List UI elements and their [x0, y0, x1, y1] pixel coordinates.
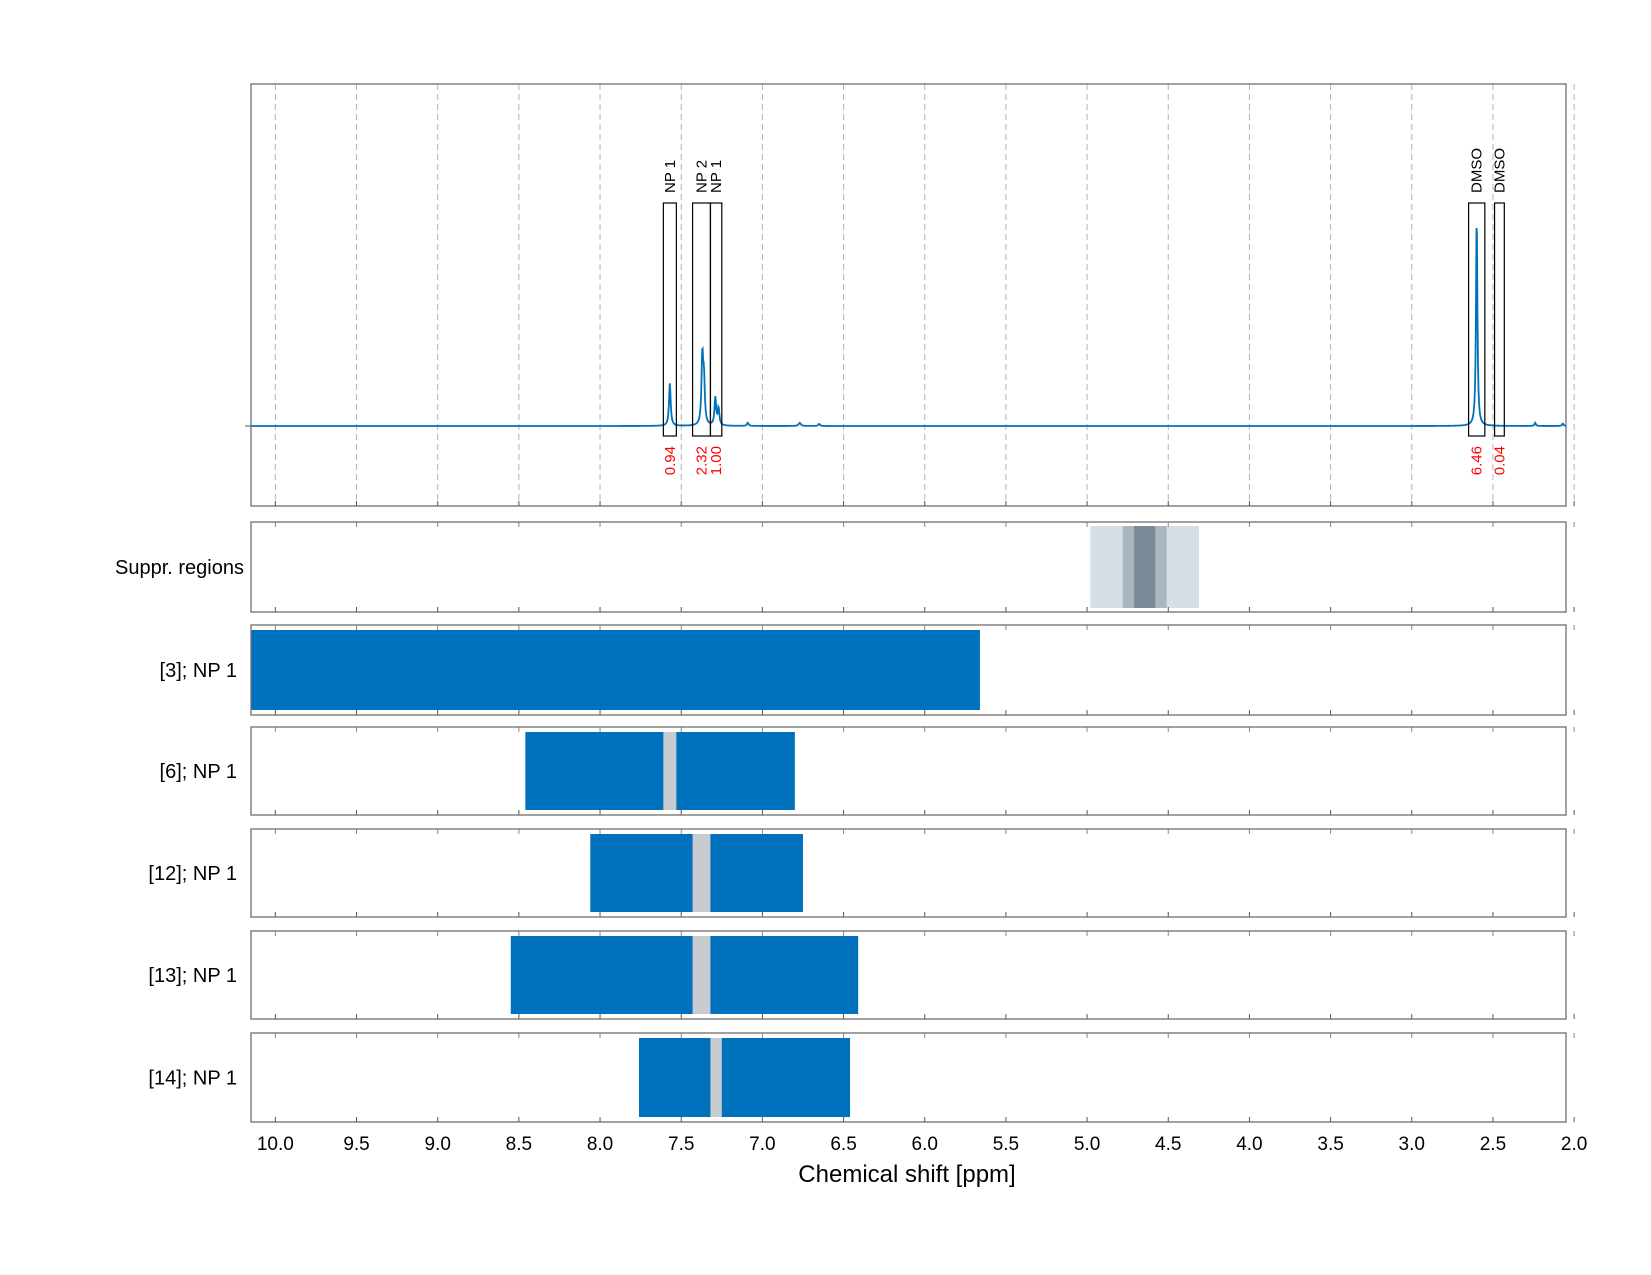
- grid-layer: [274, 84, 1575, 506]
- panel-frame: [250, 521, 1567, 613]
- lane-gap: [663, 732, 677, 810]
- x-tick-label: 2.5: [1480, 1134, 1506, 1155]
- integration-region-box: [1467, 202, 1486, 437]
- x-tick-label: 3.0: [1399, 1134, 1425, 1155]
- suppression-inner: [1134, 526, 1156, 608]
- x-tick-label: 9.5: [343, 1134, 369, 1155]
- x-axis-title: Chemical shift [ppm]: [798, 1161, 1015, 1188]
- x-tick-label: 5.0: [1074, 1134, 1100, 1155]
- lane-gap: [692, 936, 711, 1014]
- x-tick-label: 5.5: [993, 1134, 1019, 1155]
- x-tick-label: 3.5: [1317, 1134, 1343, 1155]
- x-tick-label: 6.0: [912, 1134, 938, 1155]
- lane-label: [12]; NP 1: [148, 863, 237, 885]
- lane-label: [6]; NP 1: [160, 761, 237, 783]
- region-label: DMSO: [1469, 148, 1486, 193]
- lane-label: [14]; NP 1: [148, 1068, 237, 1090]
- integration-region-box: [709, 202, 723, 437]
- integral-value: 0.94: [662, 446, 679, 475]
- x-tick-label: 4.5: [1155, 1134, 1181, 1155]
- lane-bar: [639, 1038, 851, 1117]
- integration-region-box: [1493, 202, 1505, 437]
- lane-bar: [510, 936, 859, 1014]
- lane-label: Suppr. regions: [115, 557, 244, 579]
- x-tick-label: 4.0: [1236, 1134, 1262, 1155]
- fill-layer: [251, 526, 1200, 1117]
- panel-frame: [250, 83, 1567, 507]
- text-layer: 10.0 9.5 9.0 8.5 8.0 7.5 7.0 6.5 6.0 5.5 5.0 4.5 4.0…: [115, 148, 1587, 1155]
- integral-value: 1.00: [708, 446, 725, 475]
- lane-bar: [525, 732, 795, 810]
- integral-value: 0.04: [1491, 446, 1508, 475]
- integral-value: 2.32: [694, 446, 711, 475]
- panel-frame: [250, 1032, 1567, 1123]
- spectrum-line: [251, 227, 1567, 427]
- lane-label: [13]; NP 1: [148, 965, 237, 987]
- spectrum-layer: [251, 227, 1567, 427]
- integration-region-box: [662, 202, 677, 437]
- region-label: NP 1: [708, 160, 725, 193]
- panel-frame: [250, 726, 1567, 816]
- lane-gap: [692, 834, 711, 912]
- lane-label: [3]; NP 1: [160, 660, 237, 682]
- panel-frame: [250, 930, 1567, 1020]
- x-tick-label: 10.0: [257, 1134, 294, 1155]
- x-tick-label: 9.0: [424, 1134, 450, 1155]
- lane-bar: [251, 630, 980, 710]
- region-label: DMSO: [1491, 148, 1508, 193]
- integral-value: 6.46: [1469, 446, 1486, 475]
- frame-layer: [245, 83, 1575, 1123]
- x-tick-label: 7.0: [749, 1134, 775, 1155]
- x-tick-label: 8.5: [506, 1134, 532, 1155]
- x-tick-label: 8.0: [587, 1134, 613, 1155]
- x-tick-label: 7.5: [668, 1134, 694, 1155]
- lane-gap: [710, 1038, 722, 1117]
- region-label: NP 2: [694, 160, 711, 193]
- region-label: NP 1: [662, 160, 679, 193]
- x-tick-label: 6.5: [830, 1134, 856, 1155]
- panel-frame: [250, 828, 1567, 918]
- panel-frame: [250, 624, 1567, 716]
- x-tick-label: 2.0: [1561, 1134, 1587, 1155]
